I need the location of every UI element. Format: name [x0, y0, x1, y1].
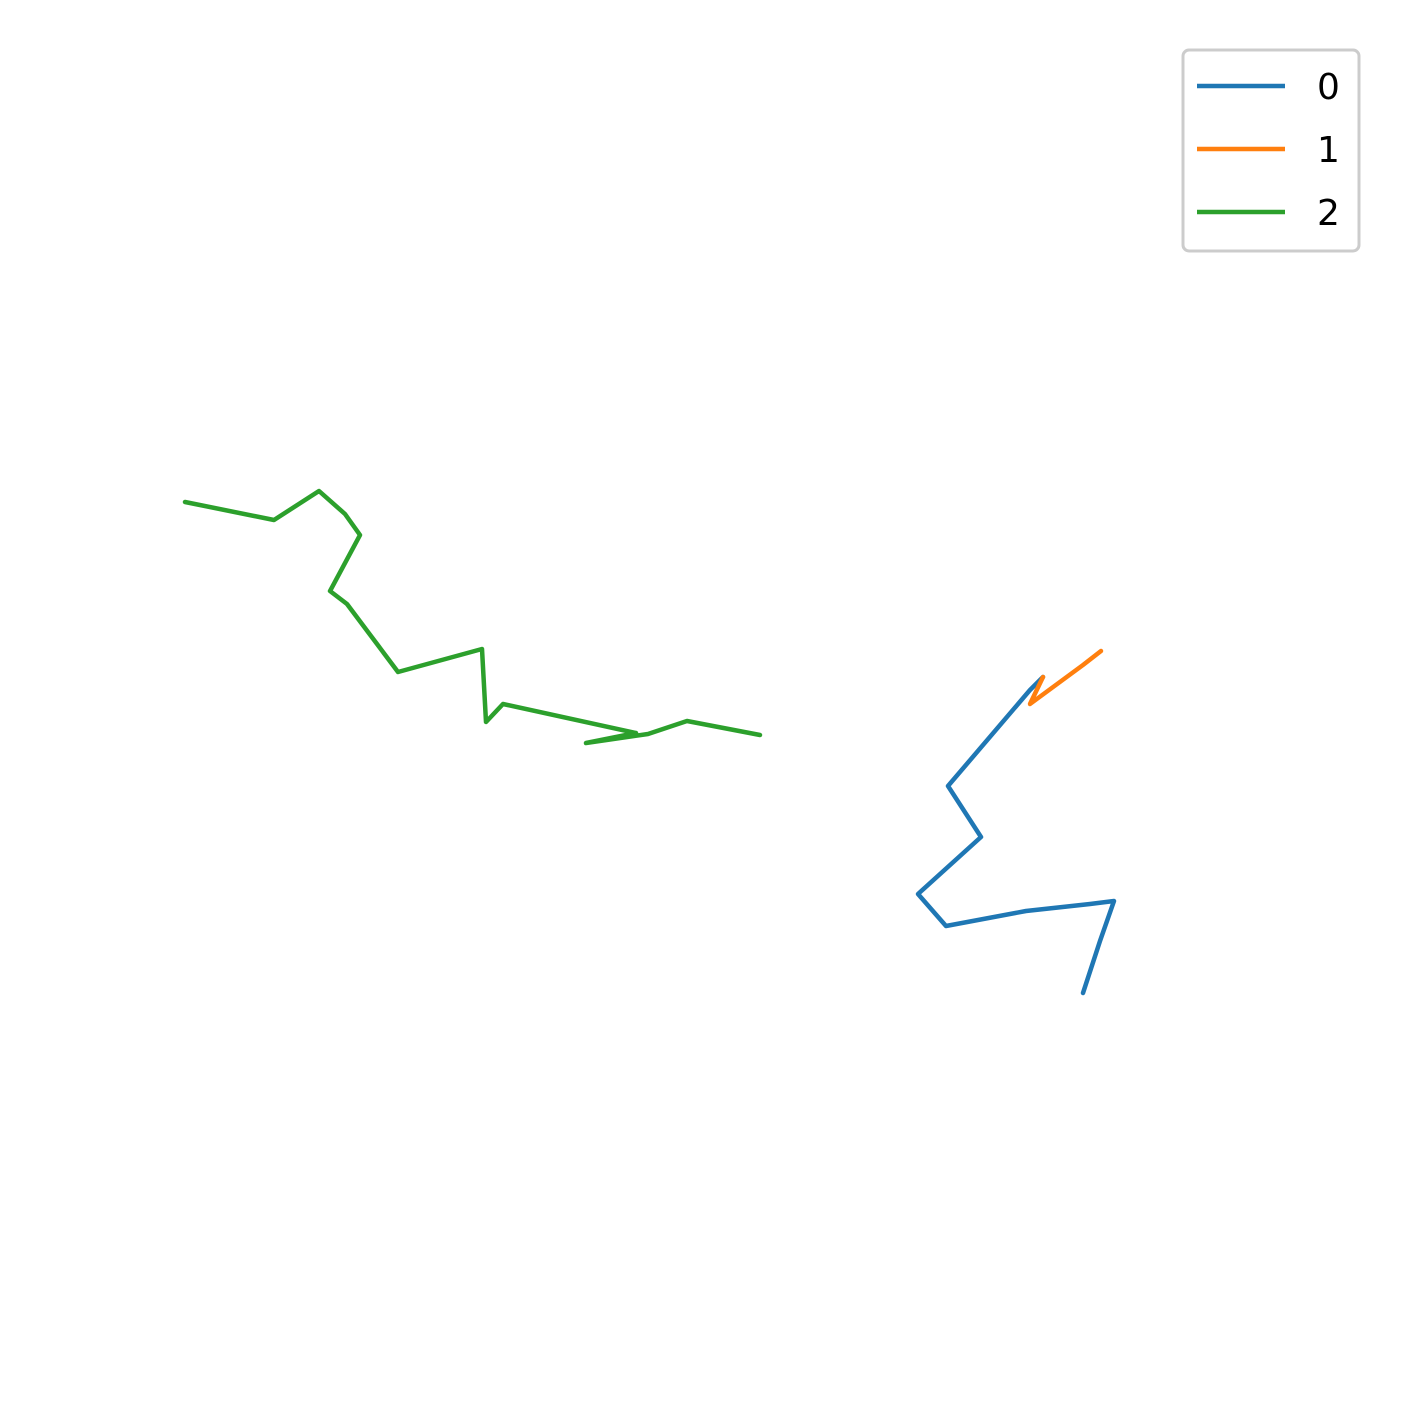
legend-label-1: 1 — [1317, 130, 1340, 171]
legend-label-0: 0 — [1317, 67, 1340, 108]
series-2-line — [182, 488, 763, 746]
legend-label-2: 2 — [1317, 193, 1340, 234]
series-1-line — [1027, 648, 1104, 707]
legend-entries: 0 1 2 — [1197, 67, 1340, 234]
plot-area — [182, 488, 1117, 996]
series-0-line — [915, 674, 1117, 996]
legend: 0 1 2 — [1181, 48, 1361, 253]
